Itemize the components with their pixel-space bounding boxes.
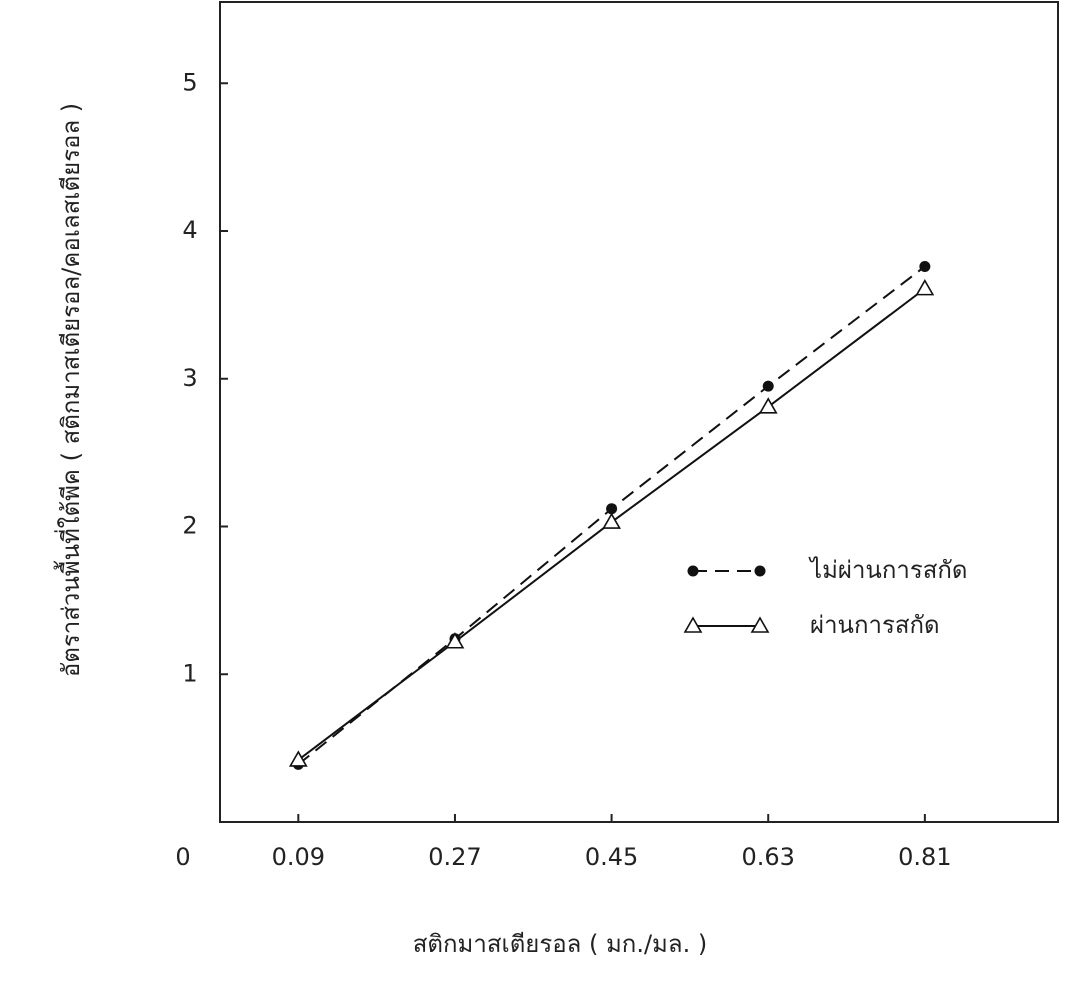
legend-marker bbox=[750, 616, 770, 633]
point bbox=[606, 503, 618, 515]
legend-marker bbox=[687, 565, 699, 577]
point bbox=[762, 380, 774, 392]
x-axis-title: สติกมาสเตียรอล ( มก./มล. ) bbox=[413, 930, 707, 958]
x-tick-label: 0 bbox=[175, 843, 190, 871]
point bbox=[758, 397, 778, 414]
point bbox=[919, 260, 931, 272]
plot-frame bbox=[219, 1, 1059, 823]
y-tick-label: 2 bbox=[182, 512, 197, 540]
y-tick-label: 3 bbox=[182, 364, 197, 392]
x-tick-label: 0.27 bbox=[428, 843, 481, 871]
legend-label: ผ่านการสกัด bbox=[810, 611, 940, 639]
legend-marker bbox=[754, 565, 766, 577]
x-tick-label: 0.81 bbox=[898, 843, 951, 871]
point bbox=[602, 512, 621, 529]
y-tick-label: 4 bbox=[182, 216, 197, 244]
y-tick-label: 1 bbox=[182, 659, 197, 687]
x-tick-label: 0.09 bbox=[272, 843, 325, 871]
point bbox=[288, 750, 308, 767]
point bbox=[915, 279, 935, 296]
legend-marker bbox=[683, 616, 703, 633]
x-tick-label: 0.45 bbox=[585, 843, 638, 871]
legend-label: ไม่ผ่านการสกัด bbox=[808, 556, 968, 584]
y-tick-label: 5 bbox=[182, 68, 197, 96]
y-axis-title: อัตราส่วนพื้นที่ใต้พีค ( สติกมาสเตียรอล/… bbox=[53, 103, 85, 677]
x-tick-label: 0.63 bbox=[742, 843, 795, 871]
point bbox=[445, 632, 465, 649]
